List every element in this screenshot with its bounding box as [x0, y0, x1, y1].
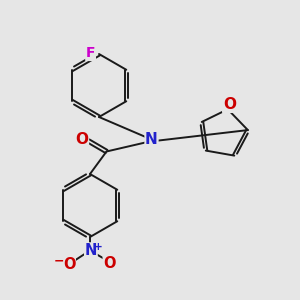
Text: +: + [94, 242, 103, 252]
Text: N: N [145, 132, 158, 147]
Text: N: N [85, 243, 97, 258]
Text: O: O [103, 256, 116, 271]
Text: O: O [223, 97, 236, 112]
Text: O: O [75, 132, 88, 147]
Text: F: F [86, 46, 95, 60]
Text: −: − [53, 254, 64, 267]
Text: O: O [63, 257, 75, 272]
